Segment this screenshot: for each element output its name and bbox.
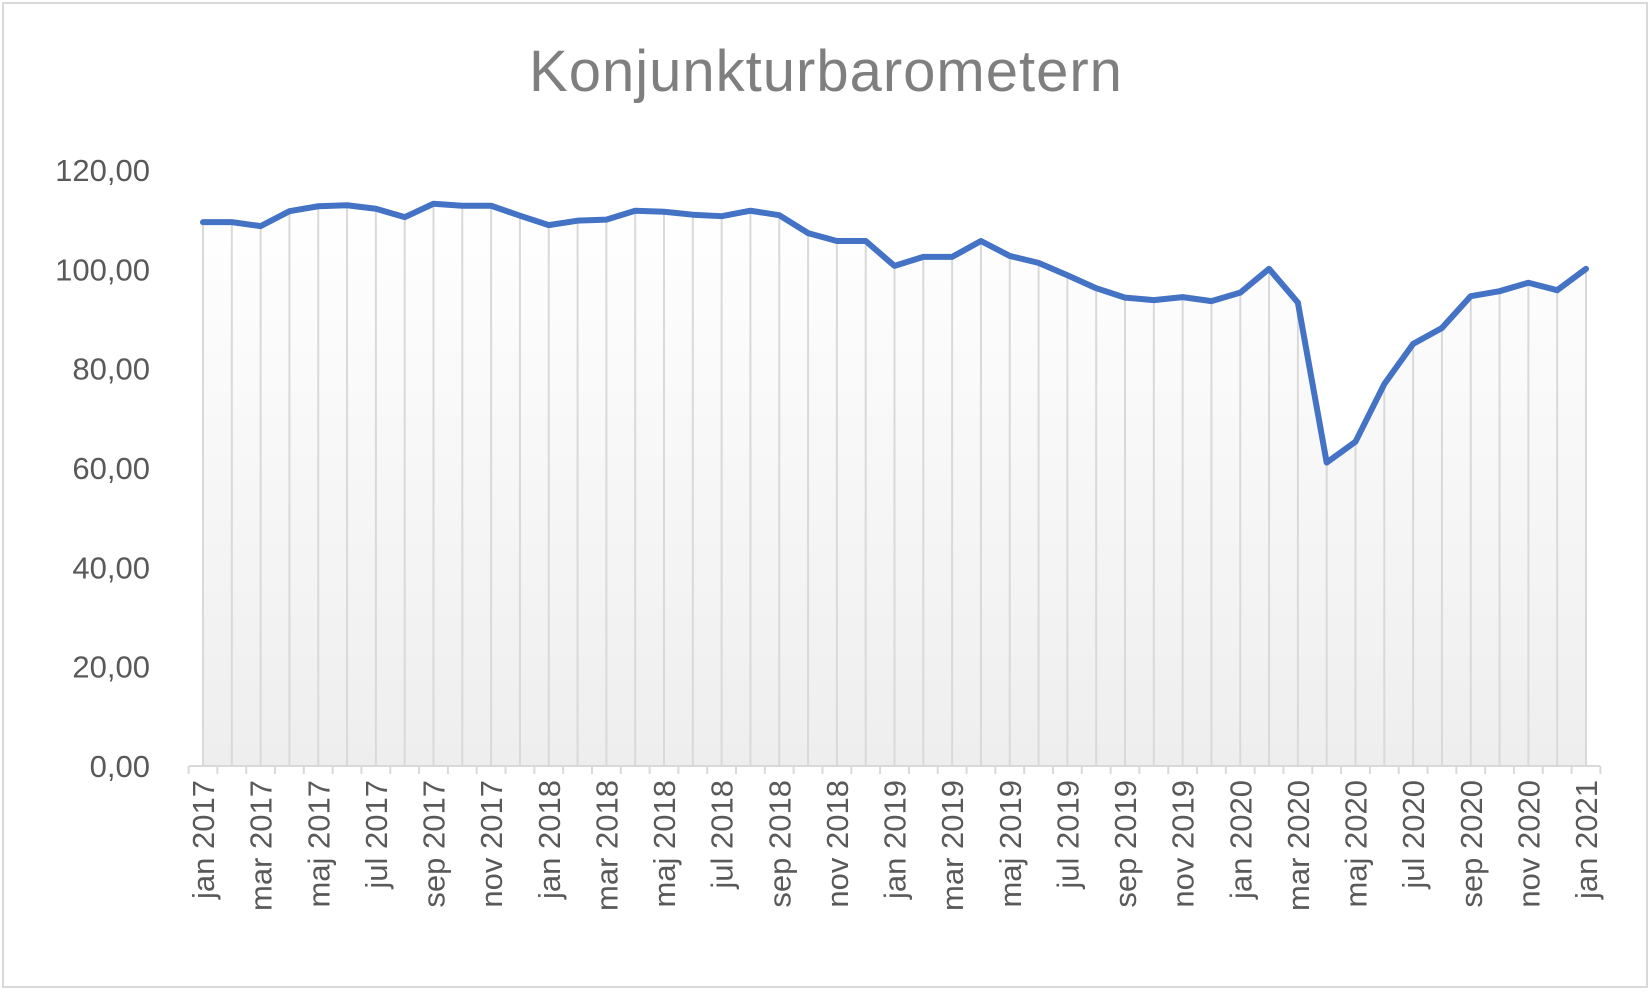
- x-tick-labels: jan 2017 mar 2017 maj 2017 jul 2017 sep 2017…: [186, 780, 1604, 911]
- x-tick-label: maj 2017: [301, 780, 336, 908]
- series-line: [200, 200, 1589, 466]
- axes: [187, 765, 1602, 774]
- x-tick-label: mar 2017: [244, 780, 279, 911]
- x-tick-label: jan 2017: [186, 780, 221, 900]
- x-tick-label: sep 2018: [762, 780, 797, 908]
- y-tick-label: 120,00: [55, 153, 150, 188]
- x-tick-label: mar 2018: [589, 780, 624, 911]
- y-tick-label: 20,00: [72, 650, 150, 685]
- x-tick-label: sep 2017: [417, 780, 452, 908]
- y-tick-label: 80,00: [72, 352, 150, 387]
- y-tick-label: 100,00: [55, 252, 150, 287]
- gridlines: [202, 203, 1587, 766]
- y-tick-labels: 0,00 20,00 40,00 60,00 80,00 100,00 120,00: [55, 153, 150, 784]
- x-tick-label: nov 2017: [474, 780, 509, 908]
- x-tick-label: jan 2018: [532, 780, 567, 900]
- x-tick-label: sep 2020: [1454, 780, 1489, 908]
- x-tick-label: jan 2020: [1223, 780, 1258, 900]
- x-tick-label: maj 2019: [993, 780, 1028, 908]
- x-tick-label: nov 2019: [1166, 780, 1201, 908]
- y-tick-label: 40,00: [72, 550, 150, 585]
- x-tick-label: jan 2021: [1569, 780, 1604, 900]
- x-tick-label: jul 2019: [1050, 780, 1085, 890]
- y-tick-label: 0,00: [90, 749, 150, 784]
- x-tick-label: maj 2018: [647, 780, 682, 908]
- x-tick-label: nov 2020: [1511, 780, 1546, 908]
- x-tick-label: mar 2019: [935, 780, 970, 911]
- x-tick-label: jul 2017: [359, 780, 394, 890]
- x-tick-label: jan 2019: [878, 780, 913, 900]
- x-tick-label: sep 2019: [1108, 780, 1143, 908]
- x-tick-label: maj 2020: [1339, 780, 1374, 908]
- y-tick-label: 60,00: [72, 451, 150, 486]
- x-tick-label: jul 2018: [705, 780, 740, 890]
- x-tick-label: mar 2020: [1281, 780, 1316, 911]
- chart-title: Konjunkturbarometern: [529, 39, 1123, 104]
- x-tick-label: nov 2018: [820, 780, 855, 908]
- series-layer: [200, 200, 1589, 466]
- x-tick-label: jul 2020: [1396, 780, 1431, 890]
